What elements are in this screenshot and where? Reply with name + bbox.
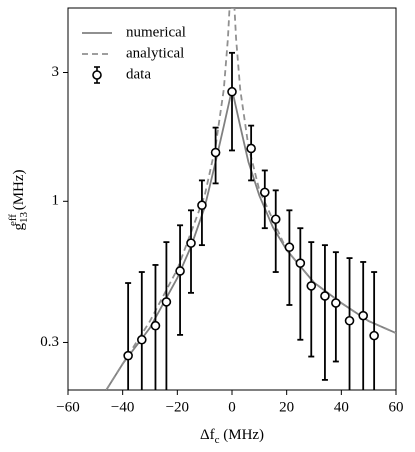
x-axis-label: Δfc (MHz): [200, 427, 264, 445]
line-analytical: [105, 8, 396, 390]
legend-label: numerical: [126, 24, 186, 40]
x-tick-label: −20: [166, 399, 189, 415]
legend-label: analytical: [126, 45, 184, 61]
x-tick-label: 0: [228, 399, 236, 415]
x-tick-label: 20: [279, 399, 294, 415]
data-point: [210, 147, 221, 158]
x-tick-label: 60: [389, 399, 404, 415]
data-point: [270, 214, 281, 225]
data-point: [246, 143, 256, 154]
x-tick-label: −60: [56, 399, 79, 415]
x-tick-label: −40: [111, 399, 134, 415]
data-point: [344, 315, 355, 326]
data-point: [150, 320, 161, 331]
data-point: [306, 281, 317, 291]
y-tick-label: 1: [52, 193, 60, 209]
y-tick-label: 0.3: [40, 334, 59, 350]
data-point: [161, 297, 172, 307]
legend-swatch: [92, 70, 102, 80]
data-point: [320, 291, 330, 301]
data-point: [123, 350, 133, 361]
data-point: [358, 310, 369, 321]
data-point: [284, 242, 295, 253]
x-tick-label: 40: [334, 399, 349, 415]
plot-area: [105, 8, 396, 390]
data-point: [137, 334, 147, 345]
data-point: [227, 86, 237, 97]
data-point: [259, 187, 270, 198]
data-point: [331, 298, 341, 308]
data-point: [186, 238, 196, 248]
data-point: [197, 200, 207, 211]
data-point: [295, 258, 306, 268]
data-point: [175, 266, 185, 276]
data-point: [369, 330, 379, 341]
y-tick-label: 3: [52, 64, 60, 80]
legend-label: data: [126, 66, 151, 82]
y-axis-label: g13eff (MHz): [7, 169, 30, 230]
